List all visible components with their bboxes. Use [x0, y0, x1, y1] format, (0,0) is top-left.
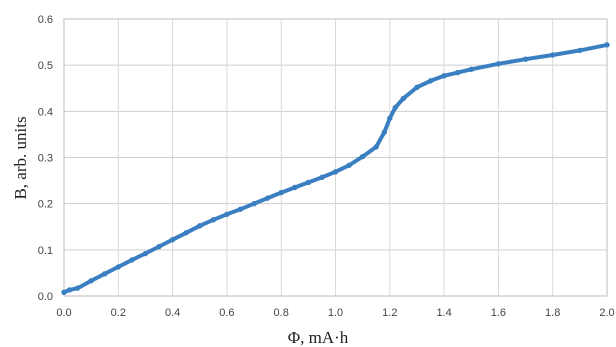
data-point: [129, 257, 135, 263]
y-tick-label: 0.0: [38, 291, 53, 303]
data-point: [392, 104, 398, 111]
data-point: [169, 236, 176, 243]
data-point: [468, 66, 474, 73]
data-point: [319, 174, 325, 181]
data-point: [550, 52, 556, 58]
data-point: [156, 243, 162, 250]
data-point: [88, 278, 94, 284]
data-point: [387, 115, 393, 121]
data-point: [224, 211, 230, 217]
y-tick-label: 0.6: [38, 14, 53, 26]
data-point: [210, 217, 217, 223]
data-point: [305, 179, 312, 186]
data-point: [237, 206, 244, 212]
data-point: [604, 42, 610, 48]
data-point: [381, 129, 388, 135]
x-tick-label: 0.6: [219, 307, 234, 319]
data-point: [414, 84, 420, 91]
y-tick-label: 0.4: [38, 106, 53, 118]
data-point: [373, 144, 379, 150]
y-axis-title: B, arb. units: [11, 116, 30, 199]
data-point: [454, 69, 461, 76]
data-point: [115, 264, 122, 270]
x-tick-label: 0.2: [111, 307, 126, 319]
data-point: [522, 56, 529, 62]
y-tick-label: 0.3: [38, 153, 53, 165]
x-tick-label: 0.8: [274, 307, 289, 319]
x-tick-label: 0.4: [165, 307, 180, 319]
data-point: [577, 47, 583, 54]
x-tick-label: 1.0: [328, 307, 343, 319]
data-point: [278, 189, 284, 196]
y-tick-label: 0.2: [38, 199, 53, 211]
data-point: [427, 78, 434, 84]
data-point: [66, 287, 73, 293]
data-point: [441, 73, 447, 79]
x-tick-label: 1.4: [436, 307, 451, 319]
data-point: [142, 250, 149, 257]
y-tick-label: 0.1: [38, 245, 53, 257]
data-point: [251, 200, 257, 207]
data-point: [346, 162, 352, 169]
data-point: [292, 184, 298, 191]
x-tick-label: 1.8: [545, 307, 560, 319]
series-line: [62, 42, 609, 295]
x-tick-label: 0.0: [56, 307, 71, 319]
data-point: [332, 169, 339, 175]
data-series: [61, 42, 610, 296]
x-axis-title: Φ, mA·h: [288, 328, 349, 347]
data-point: [74, 285, 81, 291]
x-tick-label: 1.2: [382, 307, 397, 319]
data-point: [495, 61, 502, 67]
data-point: [61, 289, 67, 296]
plot-frame: [63, 18, 608, 297]
data-point: [102, 271, 108, 277]
x-tick-label: 2.0: [599, 307, 614, 319]
y-axis-ticks: 0.0 0.1 0.2 0.3 0.4 0.5 0.6: [38, 14, 53, 303]
data-point: [264, 195, 271, 201]
x-axis-ticks: 0.0 0.2 0.4 0.6 0.8 1.0 1.2 1.4 1.6 1.8 2.0: [56, 307, 614, 319]
data-point: [183, 230, 189, 236]
y-tick-label: 0.5: [38, 60, 53, 72]
data-point: [359, 153, 366, 160]
data-point: [400, 95, 407, 102]
data-point: [197, 223, 203, 229]
x-tick-label: 1.6: [491, 307, 506, 319]
